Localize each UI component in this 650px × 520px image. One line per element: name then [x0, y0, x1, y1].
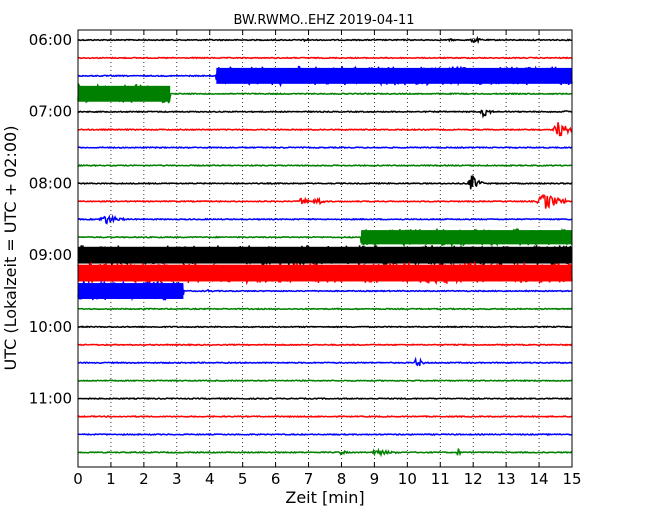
trace-line	[77, 325, 573, 329]
x-tick-label: 0	[73, 470, 83, 488]
y-tick-label: 11:00	[29, 390, 72, 408]
trace-line	[77, 109, 573, 119]
y-tick-label: 06:00	[29, 31, 72, 49]
trace-line	[77, 415, 573, 419]
plot-frame	[77, 29, 573, 468]
trace-line	[77, 379, 573, 383]
x-tick-label: 2	[139, 470, 149, 488]
trace-line	[77, 397, 573, 401]
trace-band	[361, 230, 572, 245]
trace-line	[77, 193, 573, 209]
trace-band	[78, 85, 171, 102]
x-tick-label: 6	[271, 470, 281, 488]
x-axis-label: Zeit [min]	[285, 488, 364, 507]
x-tick-label: 12	[464, 470, 483, 488]
x-tick-label: 10	[398, 470, 417, 488]
traces	[77, 35, 573, 458]
trace-line	[77, 122, 573, 137]
x-tick-label: 7	[304, 470, 314, 488]
x-tick-label: 3	[172, 470, 182, 488]
trace-line	[77, 146, 573, 150]
x-tick-label: 4	[205, 470, 215, 488]
x-tick-label: 8	[337, 470, 347, 488]
trace-band	[78, 246, 572, 264]
trace-line	[77, 447, 573, 458]
trace-band	[78, 264, 572, 282]
trace-band	[216, 67, 572, 84]
trace-line	[77, 56, 573, 60]
trace-line	[77, 35, 573, 45]
y-tick-label: 07:00	[29, 103, 72, 121]
trace-line	[77, 432, 573, 437]
trace-band	[78, 283, 184, 299]
trace-line	[77, 307, 573, 311]
trace-line	[77, 174, 573, 190]
x-tick-label: 14	[530, 470, 549, 488]
trace-line	[77, 163, 573, 168]
y-tick-label: 09:00	[29, 246, 72, 264]
x-tick-label: 1	[106, 470, 116, 488]
x-tick-label: 11	[431, 470, 450, 488]
x-tick-label: 13	[497, 470, 516, 488]
y-tick-labels: 06:00 07:00 08:00 09:00 10:00 11:00	[29, 31, 83, 408]
y-tick-label: 10:00	[29, 318, 72, 336]
trace-line	[77, 343, 573, 347]
chart-title: BW.RWMO..EHZ 2019-04-11	[233, 13, 414, 28]
x-tick-label: 15	[562, 470, 581, 488]
x-tick-label: 5	[238, 470, 248, 488]
y-axis-label: UTC (Lokalzeit = UTC + 02:00)	[1, 126, 20, 371]
y-tick-label: 08:00	[29, 174, 72, 192]
trace-line	[77, 214, 573, 225]
trace-line	[77, 356, 573, 367]
grid-lines	[110, 30, 540, 467]
x-tick-label: 9	[370, 470, 380, 488]
